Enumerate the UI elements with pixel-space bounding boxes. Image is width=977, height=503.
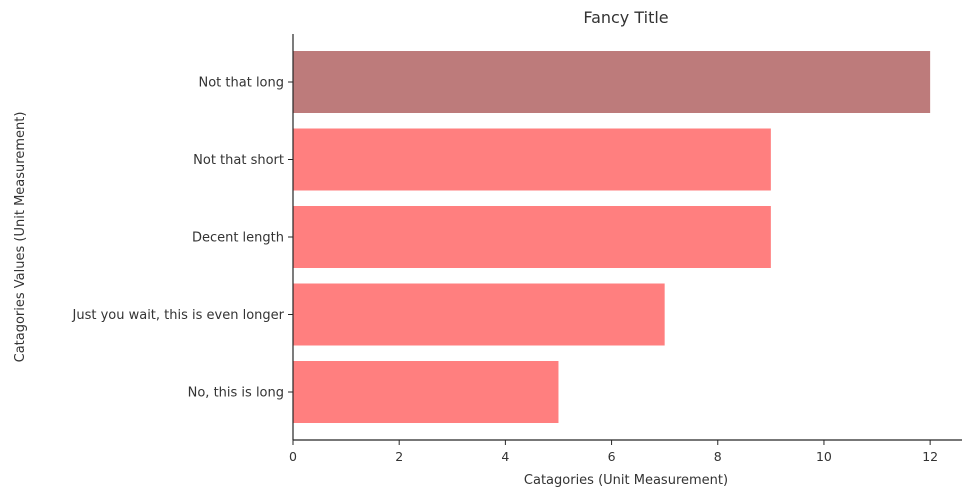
bar bbox=[293, 283, 665, 346]
category-label: Just you wait, this is even longer bbox=[72, 308, 285, 323]
x-tick-label: 2 bbox=[395, 449, 403, 464]
x-tick-label: 8 bbox=[714, 449, 722, 464]
category-label: Not that short bbox=[193, 153, 284, 168]
x-tick-label: 0 bbox=[289, 449, 297, 464]
x-tick-label: 6 bbox=[608, 449, 616, 464]
category-labels: Not that long Not that short Decent length… bbox=[72, 76, 293, 401]
x-axis-ticks: 0 2 4 6 8 10 12 bbox=[289, 440, 938, 464]
category-label: Not that long bbox=[199, 76, 285, 91]
x-axis-label: Catagories (Unit Measurement) bbox=[524, 473, 728, 488]
bar bbox=[293, 206, 771, 268]
x-tick-label: 10 bbox=[816, 449, 832, 464]
x-tick-label: 4 bbox=[501, 449, 509, 464]
x-tick-label: 12 bbox=[922, 449, 938, 464]
y-axis-label: Catagories Values (Unit Measurement) bbox=[13, 112, 28, 363]
bar bbox=[293, 128, 771, 191]
bars bbox=[293, 51, 931, 423]
category-label: No, this is long bbox=[188, 386, 284, 401]
bar bbox=[293, 51, 931, 113]
chart-title: Fancy Title bbox=[583, 8, 668, 27]
category-label: Decent length bbox=[192, 231, 284, 246]
bar bbox=[293, 361, 559, 423]
